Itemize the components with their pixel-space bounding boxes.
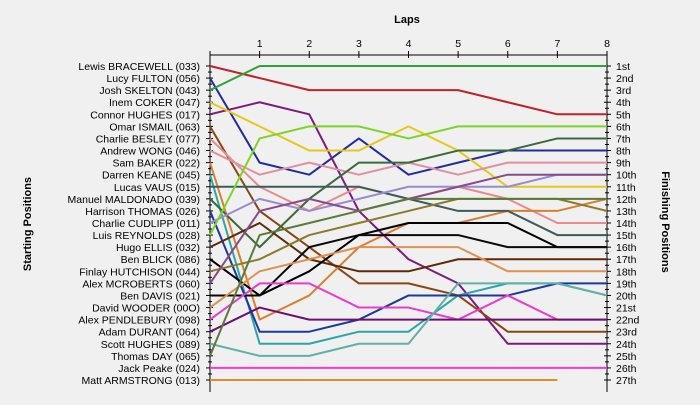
start-label: Finlay HUTCHISON (044) (79, 266, 200, 278)
series-line-23 (209, 306, 607, 333)
start-label: Lewis BRACEWELL (033) (78, 61, 200, 73)
chart-title: Laps (394, 14, 420, 26)
x-tick-label: 5 (455, 38, 461, 50)
finish-label: 7th (616, 133, 631, 145)
start-label: Adam DURANT (064) (99, 327, 200, 339)
start-label: Alex PENDLEBURY (098) (78, 315, 200, 327)
start-label: Josh SKELTON (043) (99, 85, 200, 97)
x-tick-label: 1 (257, 38, 263, 50)
series-line-1 (209, 65, 607, 116)
starting-position-labels: Lewis BRACEWELL (033)Lucy FULTON (056)Jo… (68, 61, 200, 387)
start-label: Harrison THOMAS (026) (85, 206, 200, 218)
series-line-17 (209, 222, 607, 297)
start-label: Connor HUGHES (017) (90, 109, 200, 121)
finish-label: 19th (616, 278, 637, 290)
series-line-13 (209, 210, 607, 333)
finish-label: 15th (616, 230, 637, 242)
start-label: Luis REYNOLDS (028) (93, 230, 200, 242)
series-lines (209, 65, 608, 381)
finishing-position-labels: 1st2nd3rd4th5th6th7th8th9th10th11th12th1… (616, 61, 640, 387)
axes: 1 2 3 4 5 6 7 8 (206, 38, 611, 392)
series-line-2 (209, 77, 607, 176)
series-line-22 (209, 282, 607, 321)
start-label: Lucas VAUS (015) (114, 182, 200, 194)
x-tick-label: 4 (406, 38, 412, 50)
x-tick-label: 2 (306, 38, 312, 50)
finish-label: 25th (616, 351, 637, 363)
finish-label: 2nd (616, 73, 634, 85)
start-label: Inem COKER (047) (109, 97, 200, 109)
finish-label: 14th (616, 218, 637, 230)
finish-label: 26th (616, 363, 637, 375)
finish-label: 24th (616, 339, 637, 351)
series-line-16 (209, 222, 607, 273)
series-line-14 (209, 173, 607, 224)
series-line-3 (209, 65, 607, 92)
finish-label: 1st (616, 61, 630, 73)
finish-label: 3rd (616, 85, 631, 97)
start-label: Jack Peake (024) (118, 363, 200, 375)
start-label: Thomas DAY (065) (111, 351, 200, 363)
finish-label: 16th (616, 242, 637, 254)
y-axis-label-left: Starting Positions (22, 177, 34, 271)
series-line-15 (209, 125, 607, 236)
finish-label: 5th (616, 109, 631, 121)
finish-label: 6th (616, 121, 631, 133)
start-label: Charlie CUDLIPP (011) (92, 218, 200, 230)
finish-label: 10th (616, 170, 637, 182)
start-label: Alex MCROBERTS (060) (82, 278, 200, 290)
finish-label: 20th (616, 290, 637, 302)
series-line-6 (209, 125, 607, 333)
finish-label: 27th (616, 375, 637, 387)
finish-label: 23rd (616, 327, 637, 339)
series-line-25 (209, 197, 607, 357)
start-label: Matt ARMSTRONG (013) (82, 375, 200, 387)
start-label: David WOODER (00O) (92, 303, 200, 315)
finish-label: 11th (616, 182, 636, 194)
x-tick-label: 8 (604, 38, 610, 50)
finish-label: 9th (616, 158, 631, 170)
start-label: Scott HUGHES (089) (101, 339, 200, 351)
finish-label: 4th (616, 97, 631, 109)
start-label: Ben BLICK (086) (121, 254, 200, 266)
series-line-24 (209, 282, 608, 357)
start-label: Lucy FULTON (056) (106, 73, 200, 85)
y-axis-label-right: Finishing Positions (659, 171, 671, 272)
x-tick-label: 3 (356, 38, 362, 50)
series-line-4 (209, 101, 607, 345)
finish-label: 18th (616, 266, 637, 278)
start-label: Sam BAKER (022) (112, 158, 200, 170)
finish-label: 8th (616, 146, 631, 158)
finish-label: 22nd (616, 315, 640, 327)
start-label: Manuel MALDONADO (039) (68, 194, 200, 206)
start-label: Omar ISMAIL (063) (109, 121, 200, 133)
start-label: Charlie BESLEY (077) (96, 133, 200, 145)
finish-label: 17th (616, 254, 637, 266)
finish-label: 13th (616, 206, 637, 218)
start-label: Andrew WONG (046) (100, 146, 200, 158)
finish-label: 12th (616, 194, 637, 206)
series-line-20 (210, 234, 607, 297)
finish-label: 21st (616, 303, 636, 315)
start-label: Darren KEANE (045) (102, 170, 200, 182)
start-label: Hugo ELLIS (032) (116, 242, 200, 254)
x-tick-label: 6 (505, 38, 511, 50)
series-line-21 (209, 246, 607, 309)
start-label: Ben DAVIS (021) (120, 290, 200, 302)
x-tick-label: 7 (554, 38, 560, 50)
